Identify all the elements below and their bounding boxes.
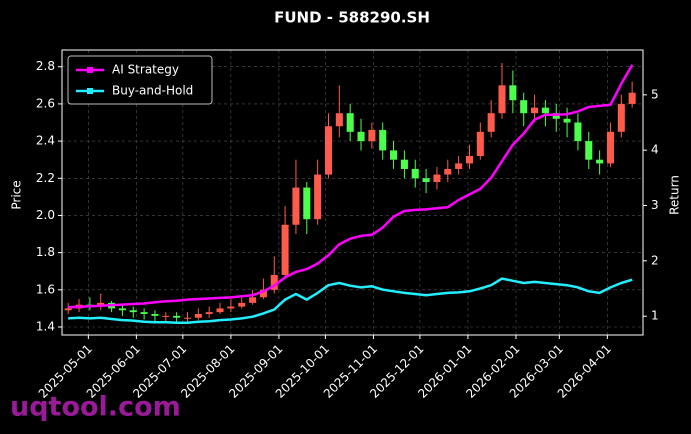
candle-body [140, 312, 148, 314]
candle-body [498, 85, 506, 114]
y-tick-label: 2.8 [36, 59, 55, 73]
y2-tick-label: 3 [651, 198, 659, 212]
candle-body [400, 159, 408, 169]
y2-tick-label: 2 [651, 253, 659, 267]
candle-body [118, 308, 126, 311]
candle-body [509, 85, 517, 101]
y-tick-label: 1.8 [36, 245, 55, 259]
candle-body [303, 187, 311, 220]
candle-body [259, 289, 267, 298]
candle-body [422, 178, 430, 182]
candle-body [368, 129, 376, 142]
candle-body [390, 150, 398, 160]
candle-body [183, 317, 192, 319]
candle-body [335, 113, 343, 127]
candle-body [249, 297, 257, 303]
candle-body [465, 155, 473, 164]
candle-body [433, 174, 441, 182]
series-line [68, 64, 634, 309]
candle-body [411, 168, 419, 179]
candle-body [227, 306, 235, 309]
candle-body [314, 174, 322, 220]
candle-body [552, 113, 560, 119]
candle-body [162, 315, 170, 317]
candle-body [357, 131, 365, 142]
watermark: uqtool.com [10, 392, 181, 423]
candle-body [531, 107, 539, 114]
candle-body [596, 159, 604, 164]
series-line [68, 277, 633, 325]
y2-tick-label: 5 [651, 87, 659, 101]
legend-marker [87, 88, 93, 94]
candle-body [151, 313, 159, 316]
y-tick-label: 2.2 [36, 171, 55, 185]
candle-body [444, 168, 452, 175]
candle-body [173, 315, 181, 318]
y-tick-label: 2.6 [36, 96, 55, 110]
candle-body [606, 131, 614, 164]
candle-body [487, 113, 495, 132]
candle-body [455, 163, 463, 169]
candle-body [346, 113, 354, 132]
candle-body [129, 310, 137, 313]
y2-tick-label: 4 [651, 143, 659, 157]
y2-tick-label: 1 [651, 309, 659, 323]
legend-label: AI Strategy [112, 63, 179, 77]
legend-marker [87, 67, 93, 73]
candle-body [520, 100, 528, 114]
y-tick-label: 1.6 [36, 282, 55, 296]
plot-frame [61, 49, 644, 336]
candle-body [628, 92, 636, 104]
candle-body [379, 129, 387, 151]
candle-body [563, 118, 571, 123]
y-tick-label: 1.4 [36, 320, 55, 334]
candle-body [324, 126, 333, 175]
candle-body [270, 274, 278, 290]
candle-body [541, 107, 549, 114]
candle-body [64, 308, 72, 311]
candle-body [617, 103, 625, 132]
y2-axis-label: Return [668, 175, 682, 215]
y-tick-label: 2.4 [36, 134, 55, 148]
y-tick-label: 2.0 [36, 208, 55, 222]
candle-body [585, 141, 593, 160]
candle-body [281, 224, 289, 275]
candle-body [292, 187, 300, 225]
candle-body [205, 312, 213, 314]
candle-body [574, 122, 582, 142]
candle-body [194, 313, 202, 318]
candle-body [476, 131, 484, 156]
chart-title: FUND - 588290.SH [274, 9, 430, 27]
candle-body [238, 302, 246, 307]
candle-body [216, 308, 224, 313]
legend-label: Buy-and-Hold [112, 84, 193, 98]
y-axis-label: Price [10, 180, 24, 209]
